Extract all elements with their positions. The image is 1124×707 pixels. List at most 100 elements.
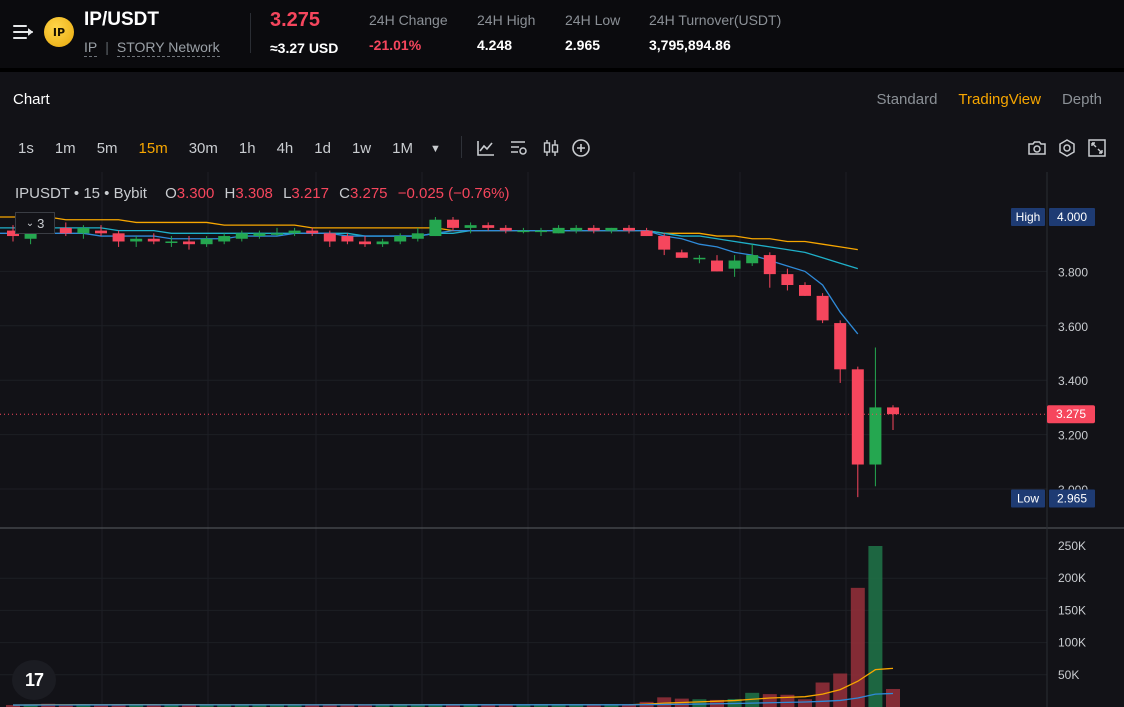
volume-axis-tick: 100K (1058, 636, 1086, 650)
volume-bar (129, 704, 144, 707)
ma-line (0, 216, 858, 251)
legend-symbol: IPUSDT • 15 • Bybit (15, 185, 147, 202)
candle-body (535, 230, 547, 233)
interval-1m[interactable]: 1m (54, 140, 76, 157)
candle (781, 268, 794, 291)
candle (429, 217, 442, 237)
candle (887, 405, 899, 430)
volume-bar (217, 705, 232, 707)
volume-bar (6, 705, 20, 707)
add-icon[interactable] (571, 138, 591, 158)
volume-bar (657, 697, 672, 707)
candle (605, 227, 618, 234)
candle (288, 227, 301, 237)
price-chart[interactable]: 4.0003.8003.6003.4003.2003.000250K200K15… (0, 172, 1124, 707)
camera-icon[interactable] (1027, 138, 1047, 158)
volume-axis-tick: 150K (1058, 603, 1086, 617)
candle (499, 225, 512, 234)
volume-bar (463, 704, 478, 707)
interval-bar: 1s 1m 5m 15m 30m 1h 4h 1d 1w 1M ▼ (18, 140, 441, 157)
header-divider (250, 13, 251, 53)
interval-dropdown-icon[interactable]: ▼ (430, 142, 441, 155)
volume-bar (322, 704, 337, 707)
candle-body (482, 225, 495, 228)
candle-body (7, 230, 19, 237)
volume-bar (868, 546, 883, 707)
interval-1h[interactable]: 1h (238, 140, 256, 157)
candle-body (112, 233, 125, 242)
tab-standard[interactable]: Standard (876, 91, 938, 108)
settings-hex-icon[interactable] (1057, 138, 1077, 158)
network-link[interactable]: STORY Network (116, 39, 220, 57)
legend-open: 3.300 (176, 185, 215, 202)
menu-icon[interactable] (13, 23, 33, 41)
candle-body (376, 241, 389, 245)
interval-30m[interactable]: 30m (188, 140, 218, 157)
interval-1d[interactable]: 1d (314, 140, 331, 157)
candle (341, 233, 354, 245)
interval-1M[interactable]: 1M (392, 140, 413, 157)
indicator-toggle[interactable]: ⌄ 3 (15, 212, 55, 234)
legend-open-label: O (165, 185, 177, 202)
candle-body (816, 295, 829, 321)
candle (112, 230, 125, 247)
candle-body (24, 230, 37, 239)
interval-4h[interactable]: 4h (276, 140, 294, 157)
legend-high-label: H (224, 185, 236, 202)
candle-body (95, 230, 107, 234)
candle (711, 255, 723, 272)
interval-5m[interactable]: 5m (96, 140, 118, 157)
candle-body (640, 230, 653, 237)
stat-label: 24H Low (565, 12, 621, 28)
candle (464, 222, 477, 234)
candle-body (306, 230, 319, 234)
candle (623, 225, 635, 234)
volume-bar (252, 704, 267, 707)
candle-body (499, 227, 512, 231)
stat-value: 4.248 (477, 37, 513, 53)
candle (834, 320, 847, 383)
volume-bar (569, 705, 584, 707)
chart-background (0, 172, 1124, 707)
chart-tab-title: Chart (13, 91, 50, 108)
base-asset[interactable]: IP (84, 39, 98, 57)
low-price-tag: Low 2.965 (1011, 489, 1095, 508)
pair-title[interactable]: IP/USDT (84, 9, 159, 30)
coin-logo: IP (44, 17, 74, 47)
stat-label: 24H Change (369, 12, 448, 28)
candle (517, 227, 530, 234)
candle (130, 236, 143, 247)
candle (235, 230, 248, 242)
candle-body (165, 241, 178, 243)
volume-bar (58, 704, 73, 707)
volume-bar (287, 704, 302, 707)
usd-price: ≈3.27 USD (270, 40, 339, 56)
candle (7, 225, 19, 242)
interval-15m[interactable]: 15m (138, 140, 168, 157)
tab-tradingview[interactable]: TradingView (958, 91, 1041, 108)
toolbar-divider (461, 136, 462, 158)
candle-style-icon[interactable] (541, 138, 561, 158)
candle-body (323, 233, 336, 242)
chart-settings-icon[interactable] (509, 138, 529, 158)
volume-ma-line (13, 692, 894, 706)
high-price-tag: High 4.000 (1011, 208, 1095, 226)
candle (218, 233, 231, 245)
tradingview-logo[interactable]: 17 (12, 660, 56, 700)
tab-depth[interactable]: Depth (1061, 91, 1102, 108)
indicator-icon[interactable] (476, 138, 496, 158)
volume-bar (762, 694, 777, 707)
interval-1w[interactable]: 1w (351, 140, 372, 157)
subtitle-separator: | (105, 39, 109, 55)
candle-body (271, 233, 283, 235)
candle-body (746, 255, 759, 264)
candle-body (394, 236, 407, 242)
candle-body (869, 407, 882, 465)
volume-bar (340, 704, 355, 707)
fullscreen-icon[interactable] (1087, 138, 1107, 158)
candle-body (693, 257, 706, 260)
volume-bar (76, 704, 91, 707)
candle (763, 252, 776, 288)
candle-body (587, 227, 600, 231)
interval-1s[interactable]: 1s (18, 140, 34, 157)
